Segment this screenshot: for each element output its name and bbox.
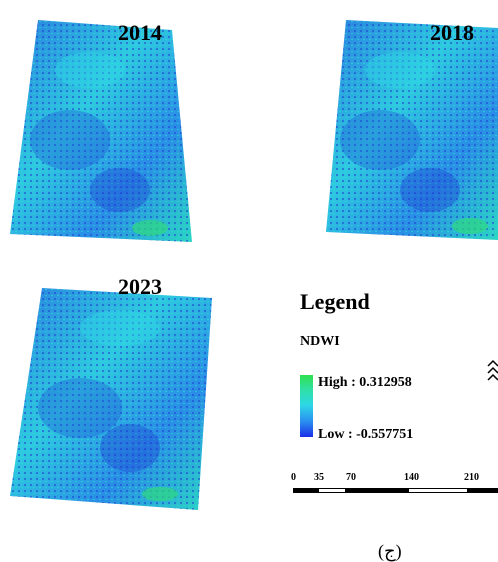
scale-tick-label: 210 xyxy=(464,472,479,483)
scalebar xyxy=(293,488,498,493)
figure-caption: (ج) xyxy=(378,541,402,561)
legend-title: Legend xyxy=(300,289,370,314)
ndwi-raster-2014 xyxy=(10,20,192,242)
north-arrow-icon xyxy=(487,359,498,381)
ndwi-raster-2023 xyxy=(10,288,212,510)
scale-tick-label: 70 xyxy=(346,472,356,483)
map-panel-2018: 2018 xyxy=(300,0,498,250)
scale-tick-label: 140 xyxy=(404,472,419,483)
legend-high-label: High : 0.312958 xyxy=(318,375,412,390)
year-label: 2018 xyxy=(430,20,474,45)
year-label: 2023 xyxy=(118,274,162,299)
map-panel-2014: 2014 xyxy=(0,0,200,250)
map-panel-2023: 2023 xyxy=(0,268,220,518)
ndwi-color-ramp xyxy=(300,375,313,437)
year-label: 2014 xyxy=(118,20,162,45)
legend-layer-name: NDWI xyxy=(300,334,340,349)
ndwi-raster-2018 xyxy=(326,20,498,240)
scale-tick-label: 0 xyxy=(291,472,296,483)
scale-tick-label: 35 xyxy=(314,472,324,483)
legend-low-label: Low : -0.557751 xyxy=(318,427,414,442)
